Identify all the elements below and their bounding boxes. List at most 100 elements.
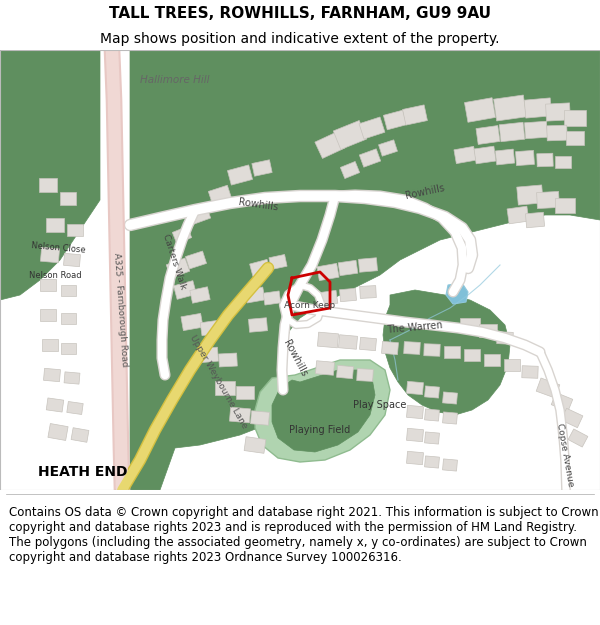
Bar <box>443 412 457 424</box>
Bar <box>269 254 287 269</box>
Bar <box>568 429 588 447</box>
Bar <box>181 313 203 331</box>
Bar <box>61 342 76 354</box>
Bar <box>547 125 567 141</box>
Polygon shape <box>255 360 390 462</box>
Text: Nelson Close: Nelson Close <box>31 241 86 255</box>
Bar <box>443 392 457 404</box>
Bar <box>484 354 500 366</box>
Text: The Warren: The Warren <box>386 321 443 336</box>
Bar <box>454 146 476 164</box>
Bar <box>555 156 571 168</box>
Bar <box>407 406 424 419</box>
Bar <box>555 198 575 212</box>
Bar <box>494 95 526 121</box>
Bar <box>497 332 514 344</box>
Bar <box>44 368 61 382</box>
Bar <box>236 386 254 399</box>
Bar <box>359 117 385 139</box>
Bar <box>190 206 211 224</box>
Bar <box>515 151 535 166</box>
Bar <box>526 213 545 228</box>
Bar <box>524 98 552 118</box>
Bar <box>315 131 345 159</box>
Bar <box>208 185 232 205</box>
Text: Nelson Road: Nelson Road <box>29 271 82 279</box>
Text: Upper Weybourne Lane: Upper Weybourne Lane <box>188 334 248 430</box>
Bar <box>40 248 59 262</box>
Bar <box>340 161 359 179</box>
Polygon shape <box>446 283 468 304</box>
Bar <box>39 178 57 192</box>
Text: Carters Walk: Carters Walk <box>161 233 187 291</box>
Bar <box>545 103 571 121</box>
Bar <box>551 392 573 411</box>
Bar <box>64 253 80 267</box>
Text: TALL TREES, ROWHILLS, FARNHAM, GU9 9AU: TALL TREES, ROWHILLS, FARNHAM, GU9 9AU <box>109 6 491 21</box>
Bar <box>48 424 68 441</box>
Bar <box>64 372 80 384</box>
Bar <box>173 281 196 299</box>
Bar <box>504 359 520 371</box>
Bar <box>517 185 543 205</box>
Bar <box>40 279 56 291</box>
Bar <box>407 451 424 464</box>
Bar <box>403 105 427 125</box>
Bar <box>340 288 356 302</box>
Bar <box>522 366 538 378</box>
Bar <box>215 381 235 395</box>
Polygon shape <box>420 350 460 383</box>
Bar <box>425 432 439 444</box>
Bar <box>46 218 64 232</box>
Bar <box>425 409 439 421</box>
Bar <box>185 251 206 269</box>
Bar <box>61 284 76 296</box>
Bar <box>507 206 529 224</box>
Bar <box>359 338 376 351</box>
Bar <box>200 320 220 336</box>
Bar <box>318 290 338 306</box>
Bar <box>407 428 424 442</box>
Bar <box>499 122 525 142</box>
Bar <box>359 286 376 298</box>
Text: Rowhills: Rowhills <box>281 338 309 378</box>
Bar <box>316 361 335 375</box>
Bar <box>425 456 439 468</box>
Bar <box>42 339 58 351</box>
Bar <box>536 191 559 209</box>
Bar <box>404 342 421 354</box>
Bar <box>46 398 64 412</box>
Text: Rowhills: Rowhills <box>404 183 446 201</box>
Bar <box>383 110 407 130</box>
Bar <box>566 131 584 145</box>
Bar <box>245 287 265 303</box>
Bar <box>317 263 339 281</box>
Text: Hallimore Hill: Hallimore Hill <box>140 75 210 85</box>
Text: Acorn Keep: Acorn Keep <box>284 301 335 309</box>
Bar <box>407 381 424 394</box>
Bar <box>524 121 548 139</box>
Bar <box>424 344 440 356</box>
Bar <box>61 312 76 324</box>
Bar <box>337 366 353 379</box>
Text: Rowhills: Rowhills <box>238 198 278 212</box>
Bar <box>60 191 76 204</box>
Polygon shape <box>130 50 600 490</box>
Bar <box>166 258 190 278</box>
Bar <box>359 149 380 167</box>
Bar <box>252 160 272 176</box>
Text: Contains OS data © Crown copyright and database right 2021. This information is : Contains OS data © Crown copyright and d… <box>9 506 599 564</box>
Bar <box>444 346 460 358</box>
Bar <box>382 341 398 354</box>
Bar <box>464 98 496 122</box>
Bar <box>248 318 268 332</box>
Bar <box>227 165 253 185</box>
Bar <box>172 226 191 244</box>
Bar <box>190 287 210 303</box>
Text: Map shows position and indicative extent of the property.: Map shows position and indicative extent… <box>100 32 500 46</box>
Bar <box>564 110 586 126</box>
Bar <box>71 428 89 442</box>
Bar <box>338 335 358 349</box>
Bar <box>479 324 497 336</box>
Bar <box>229 407 251 423</box>
